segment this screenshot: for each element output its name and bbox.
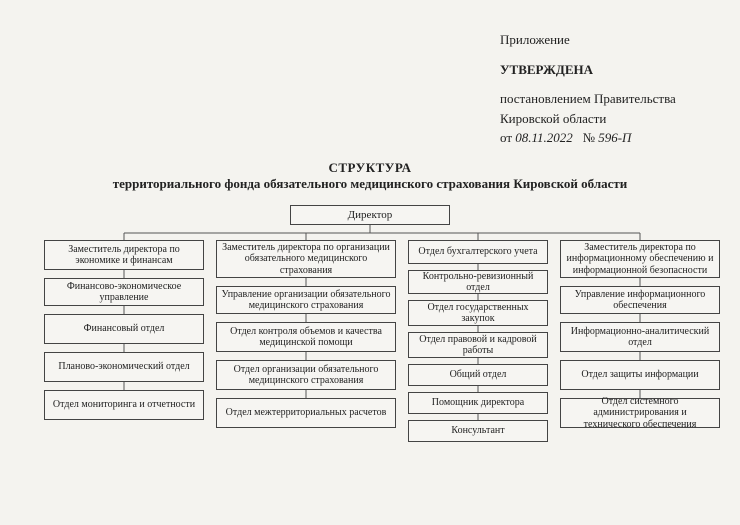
col3-box-4: Общий отдел	[408, 364, 548, 386]
approval-line2: УТВЕРЖДЕНА	[500, 60, 720, 80]
col3-head: Заместитель директора по информационному…	[560, 240, 720, 278]
approval-block: Приложение УТВЕРЖДЕНА постановлением Пра…	[500, 30, 720, 148]
approval-line1: Приложение	[500, 30, 720, 50]
title-line2: территориального фонда обязательного мед…	[0, 176, 740, 192]
director-box: Директор	[290, 205, 450, 225]
col3-box-5: Помощник директора	[408, 392, 548, 414]
col1-box-0: Управление организации обязательного мед…	[216, 286, 396, 314]
col0-box-0: Финансово-экономическое управление	[44, 278, 204, 306]
col3-box-0: Отдел бухгалтерского учета	[408, 240, 548, 264]
approval-line3: постановлением Правительства	[500, 89, 720, 109]
col3-box-1: Контрольно-ревизионный отдел	[408, 270, 548, 294]
col1-box-1: Отдел контроля объемов и качества медици…	[216, 322, 396, 352]
col3-box-6: Консультант	[408, 420, 548, 442]
col3-box-0: Управление информационного обеспечения	[560, 286, 720, 314]
col0-box-3: Отдел мониторинга и отчетности	[44, 390, 204, 420]
col1-head: Заместитель директора по организации обя…	[216, 240, 396, 278]
title-line1: СТРУКТУРА	[0, 160, 740, 176]
col1-box-3: Отдел межтерриториальных расчетов	[216, 398, 396, 428]
col3-box-3: Отдел правовой и кадровой работы	[408, 332, 548, 358]
col3-box-2: Отдел государственных закупок	[408, 300, 548, 326]
approval-date-line: от 08.11.2022 № 596-П	[500, 128, 720, 148]
col1-box-2: Отдел организации обязательного медицинс…	[216, 360, 396, 390]
col0-box-2: Планово-экономический отдел	[44, 352, 204, 382]
col3-box-3: Отдел системного администрирования и тех…	[560, 398, 720, 428]
title-block: СТРУКТУРА территориального фонда обязате…	[0, 160, 740, 192]
col0-head: Заместитель директора по экономике и фин…	[44, 240, 204, 270]
approval-line4: Кировской области	[500, 109, 720, 129]
col3-box-1: Информационно-аналитический отдел	[560, 322, 720, 352]
col3-box-2: Отдел защиты информации	[560, 360, 720, 390]
col0-box-1: Финансовый отдел	[44, 314, 204, 344]
org-chart: Директор Заместитель директора по экономи…	[0, 195, 740, 525]
page: Приложение УТВЕРЖДЕНА постановлением Пра…	[0, 0, 740, 525]
